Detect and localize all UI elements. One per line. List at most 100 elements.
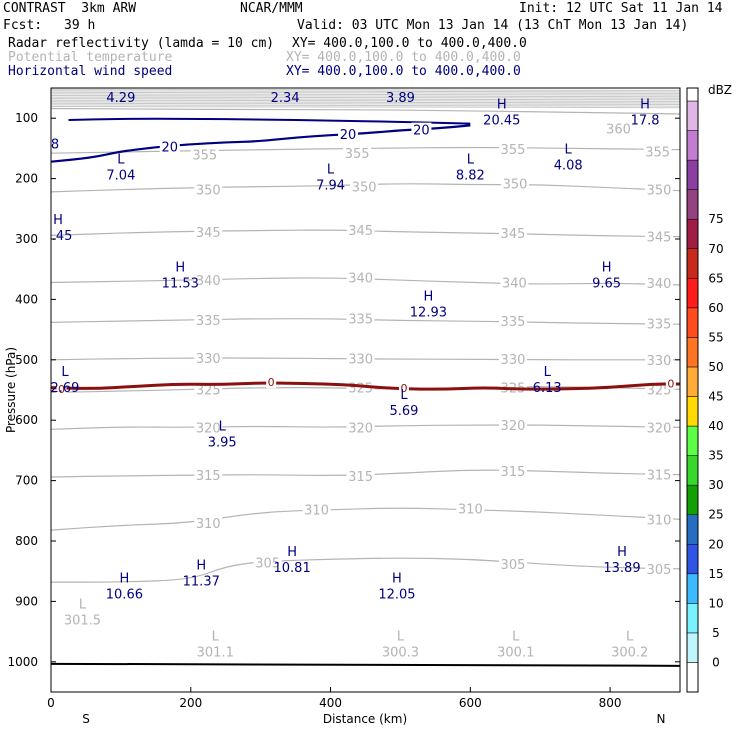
forecast-label: Fcst: xyxy=(3,18,43,33)
theta-label: 320 xyxy=(501,419,526,434)
wind-extremum-value: 4.08 xyxy=(554,159,583,174)
wind-extremum-marker: H xyxy=(497,97,507,112)
x-tick-label: 400 xyxy=(319,696,342,710)
wind-contour-label: 20 xyxy=(162,141,179,156)
colorbar-swatch xyxy=(686,248,699,279)
wind-extremum-marker: H xyxy=(617,545,627,560)
theta-label: 305 xyxy=(647,563,672,578)
theta-extremum-marker: L xyxy=(397,630,405,645)
theta-label: 320 xyxy=(348,421,373,436)
theta-label: 340 xyxy=(348,272,373,287)
colorbar-swatch xyxy=(686,573,699,604)
theta-label: 310 xyxy=(196,517,221,532)
theta-label: 315 xyxy=(501,465,526,480)
x-tick-label: 200 xyxy=(179,696,202,710)
theta-label-bg xyxy=(498,225,527,240)
x-end-label-north: N xyxy=(657,712,666,726)
theta-label: 320 xyxy=(196,421,221,436)
wind-extremum-value: 1.45 xyxy=(44,229,73,244)
wind-extremum-marker: L xyxy=(219,419,227,434)
theta-label-bg xyxy=(498,142,527,157)
theta-label: 310 xyxy=(458,502,483,517)
theta-top-line xyxy=(51,98,680,101)
theta-label: 315 xyxy=(348,470,373,485)
wind-contour-label: 20 xyxy=(413,124,430,139)
theta-label-bg xyxy=(498,463,527,478)
wind-extremum-marker: H xyxy=(175,261,185,276)
colorbar-level-label: 35 xyxy=(708,449,723,463)
colorbar-level-label: 65 xyxy=(708,271,723,285)
theta-label-bg xyxy=(500,275,529,290)
theta-label-bg xyxy=(498,418,527,433)
theta-extremum-marker: L xyxy=(212,630,220,645)
theta-label-bg xyxy=(194,182,223,197)
field-reflectivity-name: Radar reflectivity (lamda = 10 cm) xyxy=(8,36,275,51)
center-label: NCAR/MMM xyxy=(240,1,303,16)
plot-frame xyxy=(50,87,681,693)
theta-label: 325 xyxy=(647,383,672,398)
y-tick-label: 200 xyxy=(15,172,38,186)
theta-label-bg xyxy=(194,515,223,530)
colorbar-swatch xyxy=(686,189,699,220)
x-end-label-south: S xyxy=(82,712,90,726)
theta-top-line xyxy=(51,104,680,107)
wind-extremum-value: 13.89 xyxy=(603,561,640,576)
theta-label-bg xyxy=(346,270,375,285)
theta-label-bg xyxy=(346,222,375,237)
theta-label: 315 xyxy=(647,469,672,484)
theta-label-bg xyxy=(501,176,530,191)
colorbar-swatch xyxy=(686,662,699,693)
theta-label-bg xyxy=(194,382,223,397)
theta-label-bg xyxy=(253,555,282,570)
colorbar-swatch xyxy=(686,307,699,338)
field-wind-name: Horizontal wind speed xyxy=(8,64,173,79)
y-tick-label: 400 xyxy=(15,292,38,306)
theta-contour-325 xyxy=(51,386,680,393)
theta-top-line xyxy=(51,96,680,99)
colorbar-swatch xyxy=(686,130,699,161)
colorbar-level-label: 70 xyxy=(708,242,723,256)
theta-label-bg xyxy=(346,351,375,366)
wind-extremum-value: 2.34 xyxy=(271,91,300,106)
terrain-surface xyxy=(51,662,680,667)
y-tick-label: 700 xyxy=(15,474,38,488)
wind-extremum-marker: L xyxy=(467,152,475,167)
theta-contour-340 xyxy=(51,277,680,286)
wind-extremum-value: 10.81 xyxy=(274,561,311,576)
colorbar-swatch xyxy=(686,337,699,368)
theta-label-bg xyxy=(645,420,674,435)
valid-time: Valid: 03 UTC Mon 13 Jan 14 (13 ChT Mon … xyxy=(297,18,689,33)
theta-label: 330 xyxy=(196,352,221,367)
theta-label-bg xyxy=(645,316,674,331)
wind-contour-label: 20 xyxy=(340,128,357,143)
theta-label-bg xyxy=(645,352,674,367)
theta-label-bg xyxy=(343,146,372,161)
field-theta-name: Potential temperature xyxy=(8,50,173,65)
wind-extremum-marker: L xyxy=(400,388,408,403)
colorbar-swatch xyxy=(686,425,699,456)
colorbar-level-label: 15 xyxy=(708,567,723,581)
theta-label: 345 xyxy=(501,227,526,242)
colorbar-level-label: 40 xyxy=(708,419,723,433)
wind-extremum-marker: H xyxy=(119,572,129,587)
theta-label-bg xyxy=(645,467,674,482)
theta-label-bg xyxy=(194,350,223,365)
theta-label: 315 xyxy=(196,469,221,484)
colorbar-swatch xyxy=(686,396,699,427)
theta-label-bg xyxy=(350,179,379,194)
colorbar-swatch xyxy=(686,159,699,190)
theta-label-bg xyxy=(645,512,674,527)
isotherm-label: 0 xyxy=(268,376,275,389)
field-reflectivity-xy: XY= 400.0,100.0 to 400.0,400.0 xyxy=(292,36,527,51)
colorbar-swatch xyxy=(686,278,699,309)
theta-label-bg xyxy=(194,468,223,483)
theta-label-bg xyxy=(645,561,674,576)
x-tick-label: 0 xyxy=(47,696,55,710)
theta-label: 340 xyxy=(502,276,527,291)
theta-extremum-marker: L xyxy=(512,630,520,645)
theta-extremum-value: 300.2 xyxy=(611,646,648,661)
theta-label: 345 xyxy=(196,226,221,241)
y-tick-label: 300 xyxy=(15,232,38,246)
theta-label: 310 xyxy=(304,504,329,519)
theta-extremum-value: 301.1 xyxy=(197,646,234,661)
